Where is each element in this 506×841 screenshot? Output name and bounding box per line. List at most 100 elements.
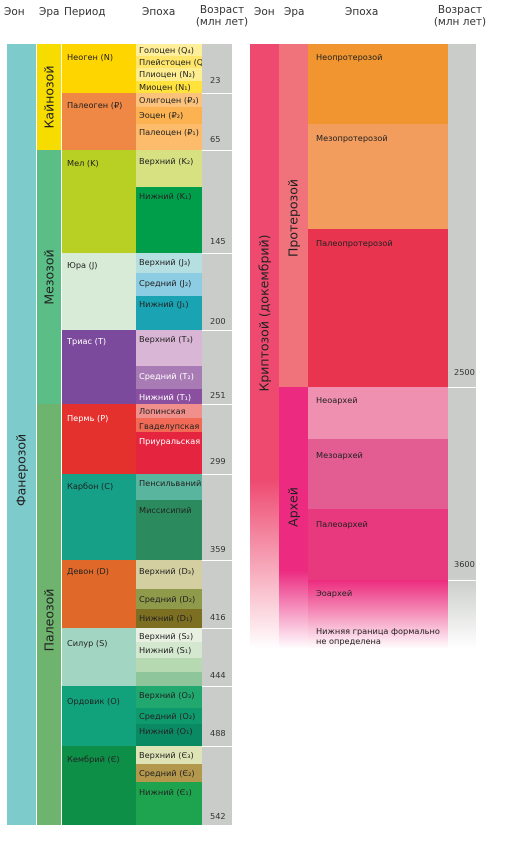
age-label: 251 [210, 390, 226, 400]
period-neogene [62, 44, 136, 93]
period-jurassic-label: Юра (J) [67, 260, 98, 270]
period-paleogene [62, 93, 136, 150]
epoch-lopingian [136, 404, 202, 418]
epoch-guadalupian-label: Гваделупская [139, 421, 200, 431]
header-era-right: Эра [284, 6, 305, 18]
epoch-e2-label: Средний (Є₂) [139, 768, 195, 778]
eon-cryptozoic [250, 44, 279, 649]
epoch-miocene [136, 81, 202, 93]
epoch-oligocene-label: Олигоцен (₽₃) [139, 95, 199, 105]
epoch-paleoarchean [308, 509, 448, 580]
age-divider [448, 387, 476, 388]
header-epoch-left: Эпоха [142, 6, 176, 18]
epoch-holocene [136, 44, 202, 56]
epoch-neoproterozoic-label: Неопротерозой [316, 52, 383, 62]
epoch-t1-label: Нижний (T₁) [139, 392, 192, 402]
age-divider [202, 253, 232, 254]
period-ordovician-label: Ордовик (O) [67, 696, 120, 706]
epoch-neoproterozoic [308, 44, 448, 124]
era-proterozoic-label: Протерозой [285, 179, 301, 257]
epoch-pleistocene [136, 56, 202, 68]
epoch-lopingian-label: Лопинская [139, 406, 186, 416]
epoch-j2-label: Средний (J₂) [139, 278, 192, 288]
age-label: 23 [210, 75, 221, 85]
era-mesozoic [37, 150, 61, 404]
header-eon-right: Эон [254, 6, 275, 18]
era-cenozoic [37, 44, 61, 150]
period-cretaceous [62, 150, 136, 253]
period-permian-label: Пермь (P) [67, 413, 109, 423]
epoch-mesoarchean-label: Мезоархей [316, 450, 363, 460]
epoch-neoarchean [308, 387, 448, 439]
epoch-d2-label: Средний (D₂) [139, 594, 196, 604]
epoch-pennsylvanian [136, 474, 202, 500]
epoch-o2-label: Средний (O₂) [139, 711, 196, 721]
epoch-mesoproterozoic [308, 124, 448, 229]
epoch-o1-label: Нижний (O₁) [139, 726, 193, 736]
epoch-o3 [136, 686, 202, 708]
epoch-j1-label: Нижний (J₁) [139, 299, 189, 309]
epoch-pliocene-label: Плиоцен (N₂) [139, 69, 196, 79]
period-devonian [62, 560, 136, 628]
epoch-t2 [136, 366, 202, 389]
age-divider [202, 560, 232, 561]
epoch-k1 [136, 187, 202, 253]
epoch-mississippian [136, 500, 202, 560]
header-epoch-right: Эпоха [345, 6, 379, 18]
epoch-eoarchean [308, 580, 448, 649]
period-carboniferous [62, 474, 136, 560]
epoch-holocene-label: Голоцен (Q₄) [139, 45, 194, 55]
period-silurian-label: Силур (S) [67, 638, 108, 648]
era-paleozoic [37, 404, 61, 825]
header-period: Период [64, 6, 106, 18]
epoch-paleoproterozoic-label: Палеопротерозой [316, 238, 393, 248]
period-devonian-label: Девон (D) [67, 566, 109, 576]
epoch-j3-label: Верхний (J₃) [139, 257, 191, 267]
epoch-e2 [136, 764, 202, 782]
epoch-s2 [136, 628, 202, 642]
epoch-eocene-label: Эоцен (₽₂) [139, 110, 184, 120]
age-divider [202, 404, 232, 405]
period-carboniferous-label: Карбон (C) [67, 481, 114, 491]
header-eon-left: Эон [4, 6, 25, 18]
period-jurassic [62, 253, 136, 330]
eon-phanerozoic-label: Фанерозой [13, 433, 29, 507]
age-divider [202, 474, 232, 475]
epoch-s1 [136, 642, 202, 658]
epoch-o2 [136, 708, 202, 724]
epoch-k1-label: Нижний (K₁) [139, 191, 192, 201]
age-divider [448, 580, 476, 581]
epoch-pliocene [136, 68, 202, 81]
header-era-left: Эра [39, 6, 60, 18]
period-neogene-label: Неоген (N) [67, 52, 114, 62]
epoch-d2 [136, 589, 202, 609]
age-divider [202, 628, 232, 629]
epoch-silurian-extra-band [136, 658, 202, 672]
period-silurian [62, 628, 136, 686]
epoch-j2 [136, 273, 202, 296]
period-permian [62, 404, 136, 474]
age-column-left [202, 44, 232, 825]
header-age-right: Возраст (млн лет) [433, 4, 487, 28]
period-paleogene-label: Палеоген (₽) [67, 100, 123, 110]
period-cambrian [62, 746, 136, 825]
age-divider [202, 686, 232, 687]
epoch-cisuralian-label: Приуральская [139, 436, 201, 446]
epoch-t2-label: Средний (T₂) [139, 371, 194, 381]
epoch-t1 [136, 389, 202, 404]
epoch-d3 [136, 560, 202, 589]
age-label: 359 [210, 544, 226, 554]
age-label: 2500 [454, 367, 475, 377]
epoch-t3-label: Верхний (T₃) [139, 334, 193, 344]
epoch-o1 [136, 724, 202, 746]
epoch-mississippian-label: Миссисипий [139, 505, 192, 515]
epoch-neoarchean-label: Неоархей [316, 395, 358, 405]
age-divider [202, 93, 232, 94]
epoch-e1-label: Нижний (Є₁) [139, 787, 192, 797]
epoch-paleoproterozoic [308, 229, 448, 387]
age-divider [202, 746, 232, 747]
header-age-left: Возраст (млн лет) [195, 4, 249, 28]
era-archean [279, 387, 308, 649]
era-cenozoic-label: Кайнозой [41, 65, 57, 129]
epoch-paleocene-label: Палеоцен (₽₁) [139, 127, 199, 137]
